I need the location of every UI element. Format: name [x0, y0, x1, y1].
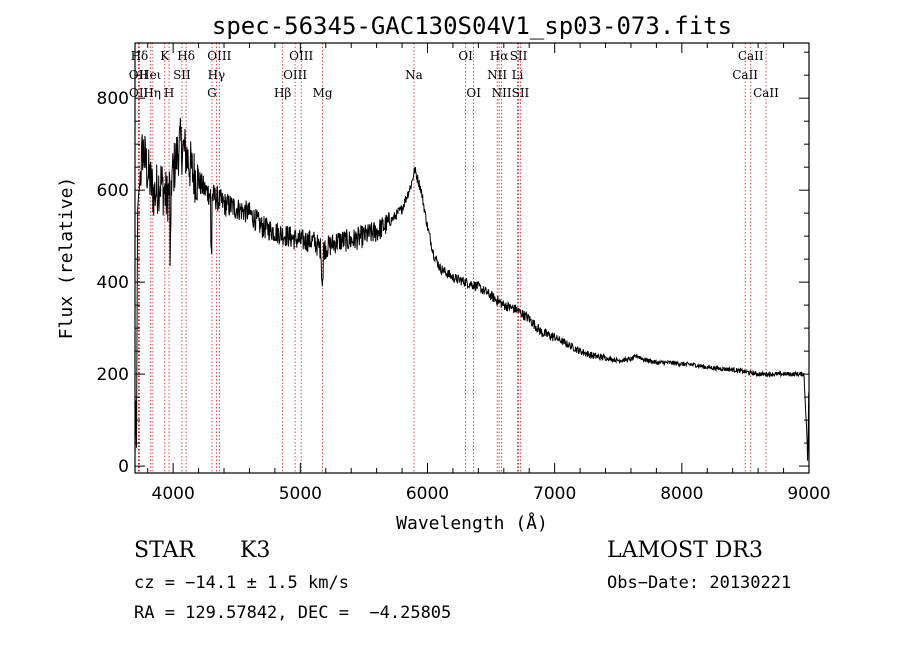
x-tick-label: 5000: [279, 484, 322, 504]
line-marker-label: SII: [512, 86, 530, 100]
line-marker-label: Heι: [139, 68, 162, 82]
line-marker-label: NII: [487, 68, 507, 82]
y-tick-label: 600: [97, 181, 129, 201]
line-marker-label: OIII: [283, 68, 307, 82]
line-marker-label: OI: [458, 49, 473, 63]
line-marker-label: CaII: [738, 49, 764, 63]
line-marker-label: SII: [510, 49, 528, 63]
line-marker-label: Na: [405, 68, 423, 82]
observation-date: Obs−Date: 20130221: [607, 573, 792, 593]
x-axis-ticks: 4000 5000 6000 7000 8000 9000: [147, 43, 831, 504]
x-tick-label: 8000: [660, 484, 703, 504]
y-tick-label: 800: [97, 89, 129, 109]
line-marker-label: Hδ: [177, 49, 195, 63]
spectrum-line: [134, 117, 810, 461]
line-marker-label: G: [207, 86, 217, 100]
object-class: STAR: [134, 538, 195, 563]
y-tick-label: 200: [97, 365, 129, 385]
line-marker-label: CaII: [753, 86, 779, 100]
x-axis-label: Wavelength (Å): [396, 512, 548, 534]
line-marker-label: CaII: [732, 68, 758, 82]
line-marker-label: Hγ: [208, 68, 226, 82]
line-marker-label: H: [164, 86, 174, 100]
line-marker-label: SII: [173, 68, 191, 82]
chart-title: spec-56345-GAC130S04V1_sp03-073.fits: [212, 12, 732, 40]
y-tick-label: 400: [97, 273, 129, 293]
line-marker-label: Hβ: [274, 86, 291, 100]
line-marker-label: Mg: [313, 86, 333, 100]
x-tick-label: 9000: [787, 484, 830, 504]
line-marker-label: Hα: [490, 49, 509, 63]
line-marker-label: Hη: [143, 86, 161, 100]
y-axis-ticks: 0 200 400 600 800: [97, 51, 809, 477]
coordinates: RA = 129.57842, DEC = −4.25805: [134, 603, 452, 623]
object-subclass: K3: [240, 538, 271, 563]
line-marker-label: Li: [512, 68, 524, 82]
line-marker-label: OIII: [289, 49, 313, 63]
line-marker-label: Hδ: [131, 49, 149, 63]
x-tick-label: 4000: [152, 484, 195, 504]
y-tick-label: 0: [118, 457, 129, 477]
y-axis-label: Flux (relative): [56, 177, 77, 340]
x-tick-label: 7000: [533, 484, 576, 504]
line-marker-label: OI: [466, 86, 481, 100]
line-markers: [138, 43, 767, 473]
plot-frame: [134, 42, 810, 474]
survey-name: LAMOST DR3: [607, 538, 763, 563]
line-marker-label: NII: [492, 86, 512, 100]
redshift-value: cz = −14.1 ± 1.5 km/s: [134, 573, 349, 593]
line-marker-label: OIII: [207, 49, 231, 63]
line-marker-label: OII: [129, 86, 149, 100]
line-marker-label: K: [160, 49, 170, 63]
x-tick-label: 6000: [406, 484, 449, 504]
